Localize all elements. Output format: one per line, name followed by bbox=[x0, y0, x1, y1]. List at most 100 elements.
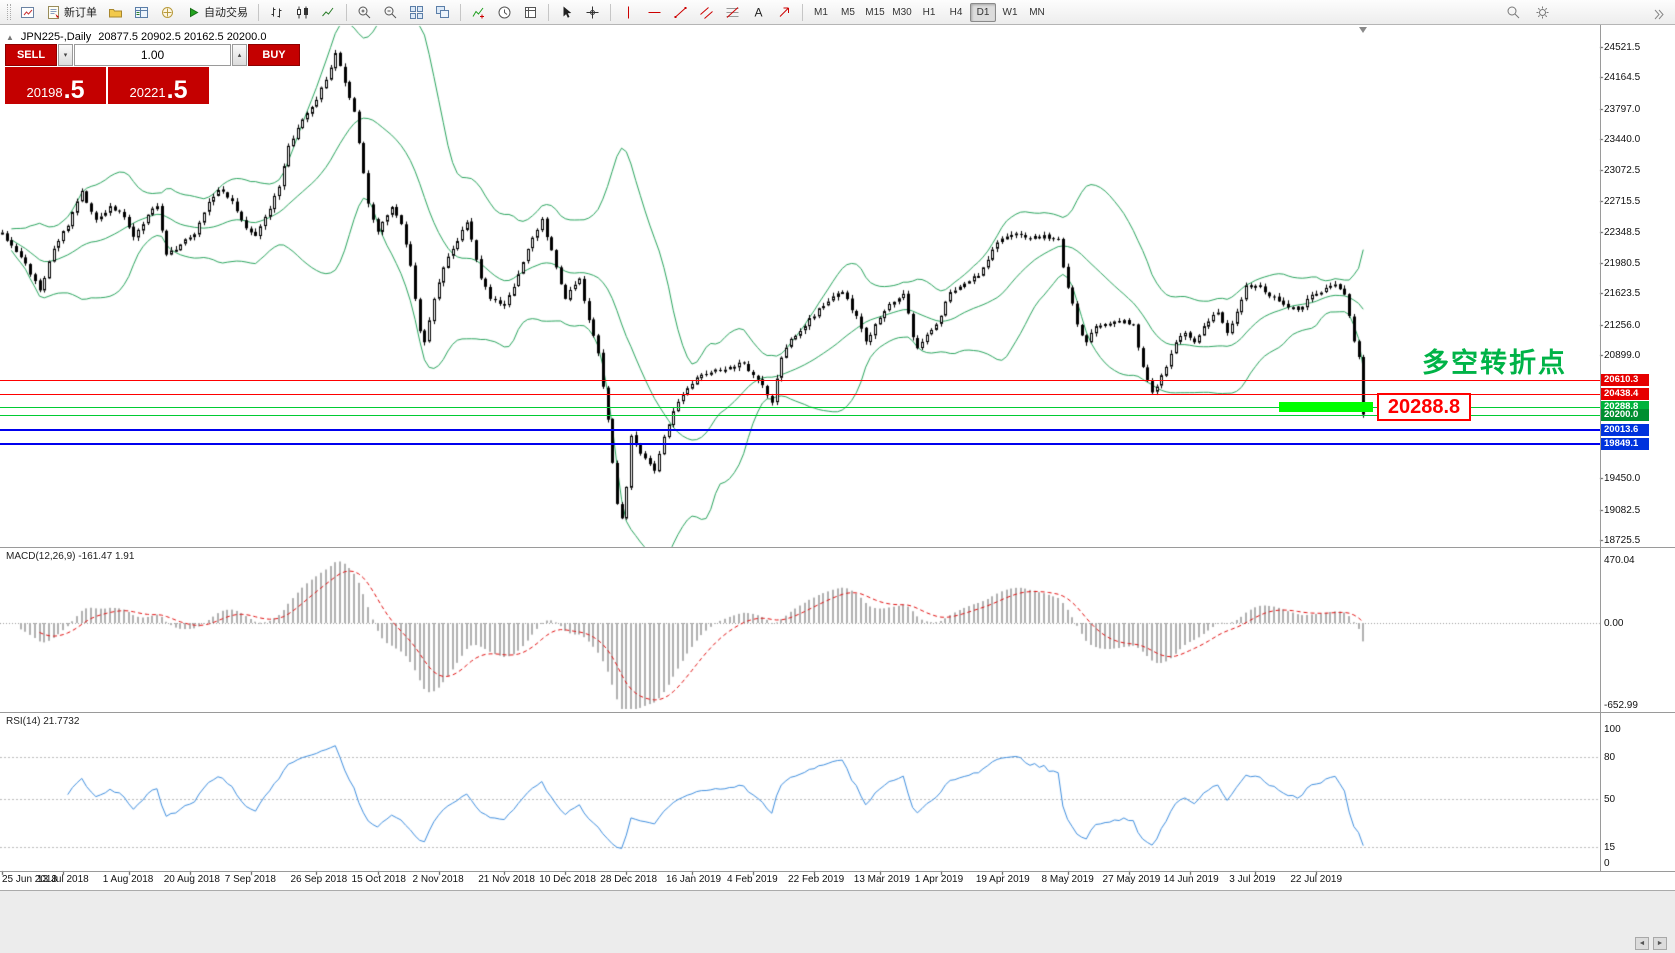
candlestick-mode-button[interactable] bbox=[290, 2, 315, 23]
trendline-tool-button[interactable] bbox=[668, 2, 693, 23]
zoom-in-button[interactable] bbox=[352, 2, 377, 23]
chart-window: ▲ JPN225-,Daily 20877.5 20902.5 20162.5 … bbox=[0, 25, 1675, 890]
time-axis-label: 27 May 2019 bbox=[1102, 874, 1161, 885]
horizontal-line-object[interactable] bbox=[0, 415, 1600, 416]
time-axis-label: 13 Mar 2019 bbox=[853, 874, 910, 885]
horizontal-line-object[interactable] bbox=[0, 443, 1600, 445]
volume-increase-button[interactable]: ▴ bbox=[232, 44, 247, 66]
navigator-icon bbox=[162, 6, 173, 18]
price-axis-border[interactable] bbox=[1600, 25, 1601, 871]
horizontal-line-tool-button[interactable] bbox=[642, 2, 667, 23]
time-axis-label: 25 Jun 2018 bbox=[2, 874, 58, 885]
toolbar-right-group bbox=[1501, 2, 1555, 23]
panel-splitter[interactable] bbox=[0, 712, 1675, 713]
clock-icon bbox=[498, 6, 511, 18]
time-axis-label: 19 Apr 2019 bbox=[975, 874, 1030, 885]
svg-text:A: A bbox=[755, 5, 763, 19]
timeframe-w1[interactable]: W1 bbox=[1002, 6, 1018, 18]
market-watch-button[interactable] bbox=[129, 2, 154, 23]
toolbar-grip[interactable] bbox=[7, 4, 11, 20]
cursor-tool-button[interactable] bbox=[554, 2, 579, 23]
zoom-in-icon bbox=[358, 6, 371, 18]
time-axis-label: 26 Sep 2018 bbox=[290, 874, 348, 885]
price-axis-label: 23440.0 bbox=[1604, 133, 1641, 145]
price-tag[interactable]: 19849.1 bbox=[1601, 438, 1649, 451]
one-click-toggle-icon[interactable]: ▲ bbox=[6, 32, 14, 42]
volume-decrease-button[interactable]: ▾ bbox=[58, 44, 73, 66]
price-tag[interactable]: 20610.3 bbox=[1601, 373, 1649, 386]
time-axis-label: 2 Nov 2018 bbox=[412, 874, 464, 885]
price-chart-canvas[interactable] bbox=[0, 25, 1675, 890]
search-icon bbox=[1507, 6, 1520, 18]
buy-button[interactable]: BUY bbox=[248, 44, 300, 66]
sell-price-display[interactable]: 20198.5 bbox=[5, 67, 106, 104]
main-toolbar: 新订单 自动交易 bbox=[0, 0, 1675, 25]
annotation-text-object[interactable]: 多空转折点 bbox=[1422, 348, 1567, 378]
timeframe-mn[interactable]: MN bbox=[1029, 6, 1045, 18]
horizontal-line-object[interactable] bbox=[0, 407, 1600, 408]
timeframe-m1[interactable]: M1 bbox=[814, 6, 828, 18]
new-chart-button[interactable] bbox=[15, 2, 40, 23]
scroll-right-button[interactable]: ► bbox=[1653, 937, 1667, 950]
autotrading-label: 自动交易 bbox=[204, 7, 248, 19]
new-chart-icon bbox=[21, 6, 34, 18]
buy-price-main: 20221 bbox=[129, 85, 166, 100]
sell-button[interactable]: SELL bbox=[5, 44, 57, 66]
toolbar-overflow-button[interactable] bbox=[1646, 4, 1671, 25]
timeframe-m30[interactable]: M30 bbox=[892, 6, 912, 18]
channel-tool-button[interactable] bbox=[694, 2, 719, 23]
toolbar-options-button[interactable] bbox=[1530, 2, 1555, 23]
new-order-icon bbox=[48, 5, 59, 19]
toolbar-separator bbox=[258, 3, 259, 21]
cursor-icon bbox=[563, 6, 572, 18]
panel-splitter[interactable] bbox=[0, 547, 1675, 548]
line-chart-icon bbox=[322, 7, 334, 16]
bar-chart-mode-button[interactable] bbox=[264, 2, 289, 23]
price-tag[interactable]: 20438.4 bbox=[1601, 388, 1649, 401]
timeframe-h4[interactable]: H4 bbox=[949, 6, 963, 18]
new-order-button[interactable]: 新订单 bbox=[41, 2, 102, 23]
crosshair-tool-button[interactable] bbox=[580, 2, 605, 23]
tile-windows-button[interactable] bbox=[404, 2, 429, 23]
timeframe-h1[interactable]: H1 bbox=[922, 6, 936, 18]
chart-shift-marker[interactable] bbox=[1359, 27, 1367, 33]
horizontal-line-object[interactable] bbox=[0, 380, 1600, 381]
crosshair-icon bbox=[586, 6, 599, 18]
scroll-left-button[interactable]: ◄ bbox=[1635, 937, 1649, 950]
autotrading-button[interactable]: 自动交易 bbox=[181, 2, 253, 23]
toolbar-separator bbox=[548, 3, 549, 21]
timeframe-d1[interactable]: D1 bbox=[970, 2, 996, 22]
price-tag[interactable]: 20200.0 bbox=[1601, 408, 1649, 421]
arrows-tool-button[interactable] bbox=[772, 2, 797, 23]
time-axis-label: 14 Jun 2019 bbox=[1163, 874, 1219, 885]
navigator-button[interactable] bbox=[155, 2, 180, 23]
volume-input[interactable] bbox=[74, 44, 231, 66]
time-axis-label: 21 Nov 2018 bbox=[478, 874, 535, 885]
profiles-button[interactable] bbox=[103, 2, 128, 23]
periods-button[interactable] bbox=[492, 2, 517, 23]
zoom-out-button[interactable] bbox=[378, 2, 403, 23]
templates-button[interactable] bbox=[518, 2, 543, 23]
buy-price-display[interactable]: 20221.5 bbox=[108, 67, 209, 104]
indicators-button[interactable] bbox=[466, 2, 491, 23]
buy-price-big-digits: .5 bbox=[166, 76, 188, 104]
search-button[interactable] bbox=[1501, 2, 1526, 23]
fibonacci-tool-button[interactable] bbox=[720, 2, 745, 23]
price-tag[interactable]: 20013.6 bbox=[1601, 424, 1649, 437]
cascade-windows-button[interactable] bbox=[430, 2, 455, 23]
timeframe-m15[interactable]: M15 bbox=[865, 6, 885, 18]
price-axis-label: 19450.0 bbox=[1604, 473, 1641, 485]
horizontal-line-object[interactable] bbox=[0, 394, 1600, 395]
horizontal-line-object[interactable] bbox=[0, 429, 1600, 431]
line-chart-mode-button[interactable] bbox=[316, 2, 341, 23]
rsi-axis-label: 80 bbox=[1604, 751, 1616, 763]
price-axis-label: 23072.5 bbox=[1604, 165, 1641, 177]
time-axis-separator[interactable] bbox=[0, 871, 1675, 872]
annotation-price-box[interactable]: 20288.8 bbox=[1377, 393, 1471, 421]
timeframe-m5[interactable]: M5 bbox=[841, 6, 855, 18]
time-axis-label: 22 Jul 2019 bbox=[1290, 874, 1343, 885]
vertical-line-tool-button[interactable] bbox=[616, 2, 641, 23]
highlight-rectangle-object[interactable] bbox=[1278, 402, 1373, 413]
text-tool-button[interactable]: A bbox=[746, 2, 771, 23]
price-axis-label: 24521.5 bbox=[1604, 41, 1641, 53]
